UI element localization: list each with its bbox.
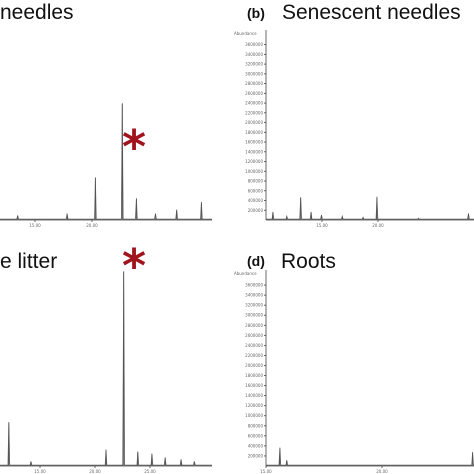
chromatogram-trace (266, 447, 474, 466)
x-tick-label: 15.00 (29, 223, 41, 228)
y-tick-label: 2400000 (245, 343, 263, 348)
x-tick-label: 20.00 (86, 223, 98, 228)
y-tick-label: 400000 (248, 443, 264, 448)
y-tick-label: 1600000 (245, 383, 263, 388)
x-tick-label: 15.00 (34, 469, 46, 474)
chromatogram-trace (0, 103, 212, 220)
y-tick-label: 3000000 (245, 313, 263, 318)
chromatogram-trace (266, 196, 474, 220)
chromatogram-trace (0, 271, 212, 466)
y-tick-label: 2000000 (245, 363, 263, 368)
y-tick-label: 2800000 (245, 323, 263, 328)
y-tick-label: 200000 (248, 453, 264, 458)
y-axis-label: Abundance (234, 271, 257, 276)
y-tick-label: 3000000 (245, 71, 263, 76)
y-tick-label: 2600000 (245, 91, 263, 96)
y-tick-label: 1200000 (245, 403, 263, 408)
y-axis-label: Abundance (234, 31, 257, 36)
panel-d-title: Roots (281, 250, 336, 273)
y-tick-label: 3600000 (245, 283, 263, 288)
panel-a-chart: 15.00 20.00 (0, 103, 212, 228)
panel-b-title: Senescent needles (282, 1, 461, 24)
x-tick-label: 20.00 (376, 469, 388, 474)
y-tick-label: 1000000 (245, 169, 263, 174)
y-tick-label: 2800000 (245, 81, 263, 86)
y-tick-label: 1600000 (245, 140, 263, 145)
y-tick-label: 600000 (248, 433, 264, 438)
y-tick-label: 2200000 (245, 110, 263, 115)
panel-c-chart: 15.00 20.00 25.00 (0, 271, 212, 474)
y-tick-label: 1200000 (245, 159, 263, 164)
panel-c-title: e litter (0, 250, 57, 273)
y-tick-label: 3200000 (245, 62, 263, 67)
x-tick-label: 25.00 (144, 469, 156, 474)
y-tick-label: 1400000 (245, 393, 263, 398)
y-tick-label: 400000 (248, 198, 264, 203)
y-tick-label: 200000 (248, 208, 264, 213)
panel-b: (b) Senescent needles Abundance 200000 400… (234, 1, 474, 228)
y-tick-label: 600000 (248, 188, 264, 193)
panel-d: (d) Roots Abundance 200000 400000 600000 800… (234, 250, 474, 474)
panel-c-star-annotation: * (122, 239, 146, 293)
x-tick-label: 20.00 (372, 223, 384, 228)
panel-b-chart: Abundance 200000 400000 600000 800000 1000000… (234, 30, 474, 228)
y-tick-label: 800000 (248, 179, 264, 184)
panel-a: needles * 15.00 20.00 (0, 1, 212, 228)
y-tick-label: 1800000 (245, 373, 263, 378)
y-tick-label: 3600000 (245, 42, 263, 47)
y-tick-label: 2600000 (245, 333, 263, 338)
y-tick-label: 3400000 (245, 52, 263, 57)
panel-d-letter: (d) (247, 253, 265, 269)
panel-a-star-annotation: * (122, 120, 146, 174)
y-tick-label: 2000000 (245, 120, 263, 125)
x-tick-label: 15.00 (316, 223, 328, 228)
x-tick-label: 20.00 (89, 469, 101, 474)
y-tick-label: 1000000 (245, 413, 263, 418)
y-tick-label: 1800000 (245, 130, 263, 135)
y-tick-label: 3200000 (245, 303, 263, 308)
y-tick-label: 2200000 (245, 353, 263, 358)
panel-d-chart: Abundance 200000 400000 600000 800000 1000000… (234, 270, 474, 474)
y-tick-label: 1400000 (245, 149, 263, 154)
y-tick-label: 2400000 (245, 101, 263, 106)
panel-b-letter: (b) (247, 5, 265, 21)
y-tick-label: 800000 (248, 423, 264, 428)
y-tick-label: 3400000 (245, 293, 263, 298)
panel-a-title: needles (0, 1, 74, 24)
x-tick-label: 15.00 (260, 469, 272, 474)
panel-c: e litter * 15.00 20.00 25.00 (0, 239, 212, 474)
